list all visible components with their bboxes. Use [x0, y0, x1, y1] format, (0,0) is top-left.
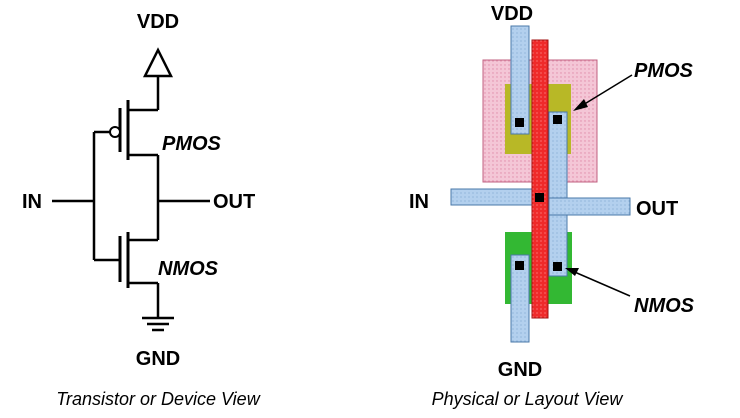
layout-nmos-label: NMOS — [634, 295, 695, 317]
layout-pmos-label: PMOS — [634, 60, 694, 82]
schematic-view: VDD PMOS OUT IN NM — [22, 11, 261, 409]
contact-vdd-pdiff — [515, 118, 524, 127]
nmos-pointer-arrow — [565, 268, 631, 297]
layout-out-label: OUT — [636, 198, 678, 220]
contact-gnd-ndiff — [515, 261, 524, 270]
output-metal-strap-vertical — [548, 111, 568, 277]
contact-out-ndiff — [553, 262, 562, 271]
gnd-metal-strap — [510, 254, 530, 343]
schematic-caption: Transistor or Device View — [56, 389, 260, 409]
schematic-pmos-label: PMOS — [162, 133, 222, 155]
schematic-out-label: OUT — [213, 191, 255, 213]
vdd-supply-symbol — [142, 47, 174, 78]
layout-view: VDD PMOS IN OUT NMOS GND — [409, 3, 695, 409]
vdd-metal-strap — [510, 25, 530, 135]
layout-gnd-label: GND — [498, 359, 542, 381]
poly-gate — [531, 39, 549, 319]
output-metal-strap — [548, 197, 631, 216]
pmos-transistor-symbol — [94, 76, 160, 160]
schematic-nmos-label: NMOS — [158, 258, 219, 280]
layout-in-label: IN — [409, 191, 429, 213]
schematic-gnd-label: GND — [136, 348, 180, 370]
schematic-in-label: IN — [22, 191, 42, 213]
contact-in-poly — [535, 193, 544, 202]
layout-vdd-label: VDD — [491, 3, 533, 25]
ground-symbol — [142, 316, 174, 332]
pmos-pointer-arrow — [573, 74, 633, 111]
layout-caption: Physical or Layout View — [432, 389, 624, 409]
nmos-transistor-symbol — [94, 232, 160, 318]
contact-out-pdiff — [553, 115, 562, 124]
schematic-vdd-label: VDD — [137, 11, 179, 33]
